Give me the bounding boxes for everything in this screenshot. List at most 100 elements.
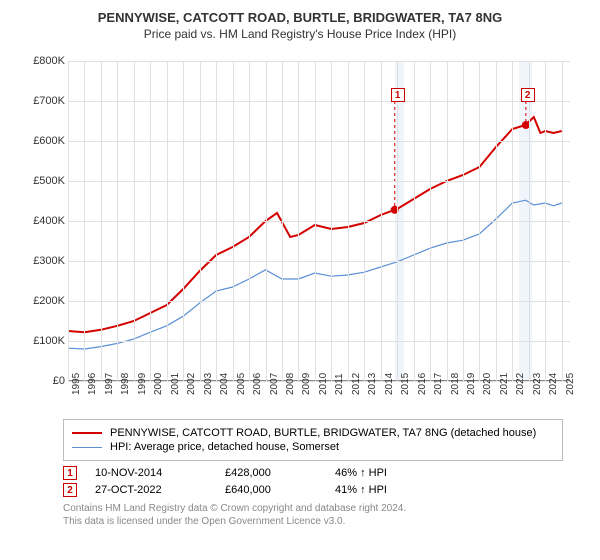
xtick-label: 2013	[367, 373, 378, 395]
xtick-label: 1996	[87, 373, 98, 395]
xtick-label: 1995	[71, 373, 82, 395]
gridline-v	[414, 61, 415, 381]
footer-line-2: This data is licensed under the Open Gov…	[63, 515, 580, 528]
ytick-label: £0	[53, 375, 65, 387]
xtick-label: 2016	[417, 373, 428, 395]
xtick-label: 2006	[252, 373, 263, 395]
gridline-v	[216, 61, 217, 381]
legend: PENNYWISE, CATCOTT ROAD, BURTLE, BRIDGWA…	[63, 419, 563, 461]
ytick-label: £300K	[33, 255, 65, 267]
legend-label: HPI: Average price, detached house, Some…	[110, 441, 339, 453]
ytick-label: £800K	[33, 55, 65, 67]
gridline-v	[463, 61, 464, 381]
plot-area: 12	[68, 61, 570, 381]
xtick-label: 2021	[499, 373, 510, 395]
gridline-v	[512, 61, 513, 381]
marker-number-box: 2	[63, 483, 77, 497]
gridline-h	[68, 341, 570, 342]
gridline-v	[84, 61, 85, 381]
legend-swatch	[72, 447, 102, 448]
gridline-v	[233, 61, 234, 381]
gridline-h	[68, 101, 570, 102]
gridline-v	[282, 61, 283, 381]
gridline-h	[68, 61, 570, 62]
marker-table: 1 10-NOV-2014£428,00046% ↑ HPI 2 27-OCT-202…	[63, 466, 563, 497]
xtick-label: 2009	[301, 373, 312, 395]
gridline-v	[117, 61, 118, 381]
footer-line-1: Contains HM Land Registry data © Crown c…	[63, 502, 580, 515]
ytick-label: £400K	[33, 215, 65, 227]
gridline-v	[134, 61, 135, 381]
chart-container: PENNYWISE, CATCOTT ROAD, BURTLE, BRIDGWA…	[0, 0, 600, 533]
xtick-label: 2018	[450, 373, 461, 395]
marker-price: £640,000	[225, 484, 335, 496]
xtick-label: 2014	[384, 373, 395, 395]
gridline-h	[68, 301, 570, 302]
marker-number-box: 1	[63, 466, 77, 480]
xtick-label: 2015	[400, 373, 411, 395]
gridline-v	[479, 61, 480, 381]
legend-swatch	[72, 432, 102, 434]
marker-date: 10-NOV-2014	[95, 467, 225, 479]
legend-item: HPI: Average price, detached house, Some…	[72, 441, 554, 453]
xtick-label: 2011	[334, 373, 345, 395]
gridline-v	[397, 61, 398, 381]
marker-pct: 41% ↑ HPI	[335, 484, 387, 496]
gridline-v	[430, 61, 431, 381]
xtick-label: 2001	[170, 373, 181, 395]
gridline-h	[68, 261, 570, 262]
xtick-label: 2017	[433, 373, 444, 395]
xtick-label: 2005	[236, 373, 247, 395]
gridline-v	[298, 61, 299, 381]
gridline-v	[496, 61, 497, 381]
gridline-v	[200, 61, 201, 381]
gridline-v	[266, 61, 267, 381]
xtick-label: 2024	[548, 373, 559, 395]
chart-subtitle: Price paid vs. HM Land Registry's House …	[15, 27, 585, 41]
ytick-label: £200K	[33, 295, 65, 307]
xtick-label: 2004	[219, 373, 230, 395]
gridline-v	[348, 61, 349, 381]
footer-attribution: Contains HM Land Registry data © Crown c…	[63, 502, 580, 528]
gridline-v	[364, 61, 365, 381]
xtick-label: 2019	[466, 373, 477, 395]
marker-data-row: 2 27-OCT-2022£640,00041% ↑ HPI	[63, 483, 563, 497]
gridline-v	[101, 61, 102, 381]
xtick-label: 2012	[351, 373, 362, 395]
xtick-label: 2022	[515, 373, 526, 395]
gridline-h	[68, 141, 570, 142]
gridline-v	[381, 61, 382, 381]
ytick-label: £700K	[33, 95, 65, 107]
gridline-v	[167, 61, 168, 381]
xtick-label: 2003	[203, 373, 214, 395]
chart-title: PENNYWISE, CATCOTT ROAD, BURTLE, BRIDGWA…	[15, 10, 585, 25]
gridline-v	[529, 61, 530, 381]
gridline-v	[331, 61, 332, 381]
xtick-label: 2023	[532, 373, 543, 395]
xtick-label: 1999	[137, 373, 148, 395]
xtick-label: 2020	[482, 373, 493, 395]
marker-pct: 46% ↑ HPI	[335, 467, 387, 479]
marker-date: 27-OCT-2022	[95, 484, 225, 496]
plot: 12 £0£100K£200K£300K£400K£500K£600K£700K…	[20, 51, 580, 411]
gridline-v	[562, 61, 563, 381]
gridline-v	[545, 61, 546, 381]
gridline-v	[315, 61, 316, 381]
xtick-label: 2007	[269, 373, 280, 395]
legend-item: PENNYWISE, CATCOTT ROAD, BURTLE, BRIDGWA…	[72, 427, 554, 439]
ytick-label: £500K	[33, 175, 65, 187]
gridline-h	[68, 221, 570, 222]
xtick-label: 1998	[120, 373, 131, 395]
gridline-v	[183, 61, 184, 381]
gridline-v	[150, 61, 151, 381]
xtick-label: 2010	[318, 373, 329, 395]
xtick-label: 2000	[153, 373, 164, 395]
xtick-label: 2008	[285, 373, 296, 395]
marker-price: £428,000	[225, 467, 335, 479]
marker-label-box: 1	[391, 88, 405, 102]
ytick-label: £100K	[33, 335, 65, 347]
xtick-label: 2002	[186, 373, 197, 395]
xtick-label: 1997	[104, 373, 115, 395]
legend-label: PENNYWISE, CATCOTT ROAD, BURTLE, BRIDGWA…	[110, 427, 536, 439]
gridline-v	[447, 61, 448, 381]
